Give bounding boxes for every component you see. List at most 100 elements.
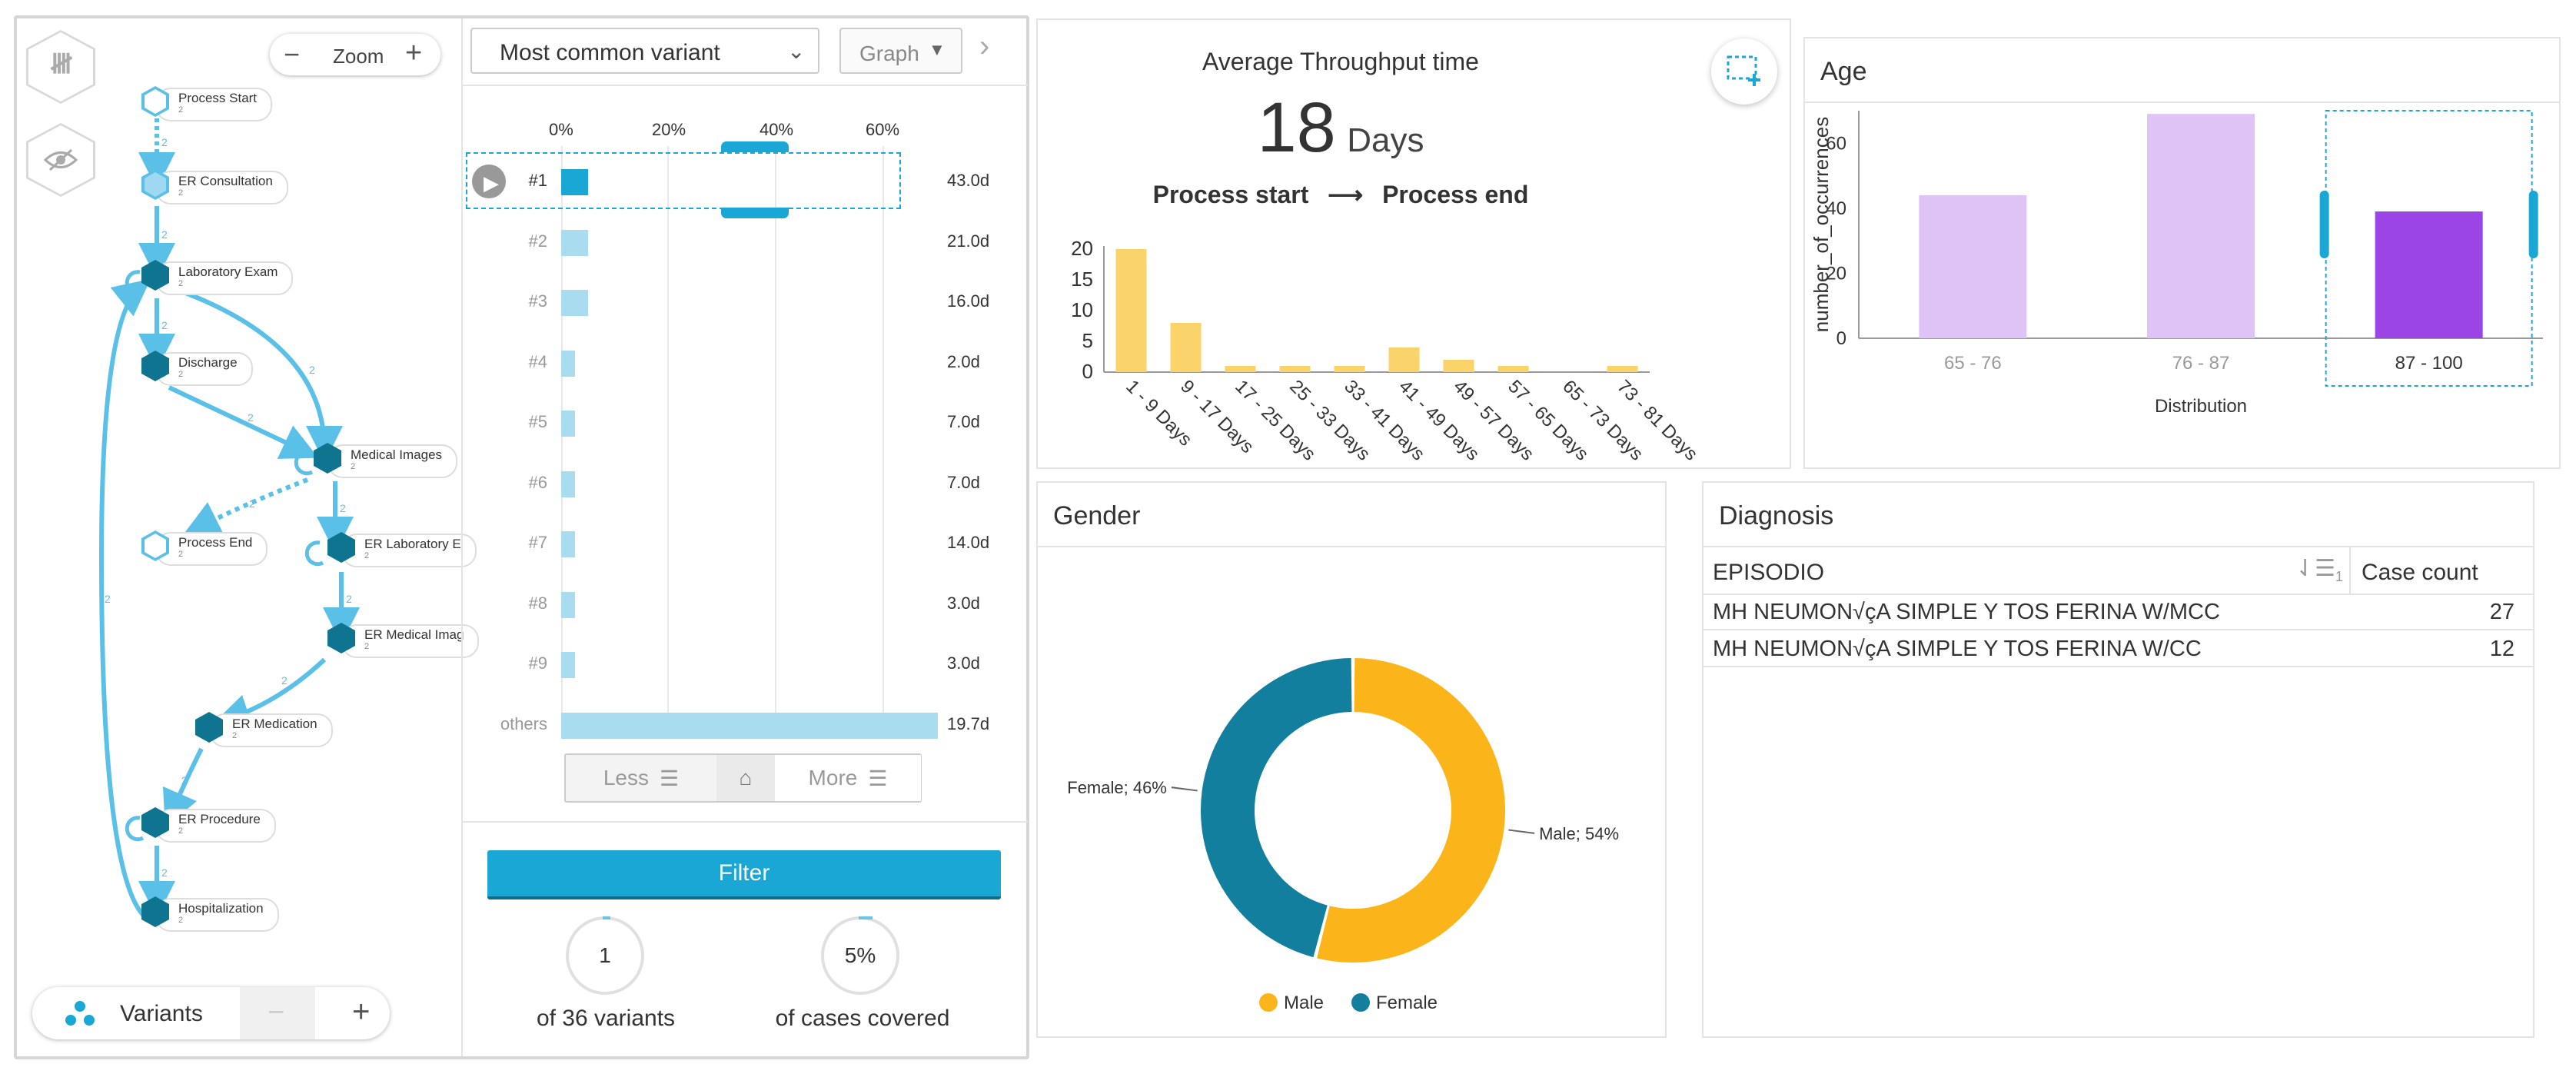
age-panel: Age 0 20 40 60 number_of_occurrences 65 - 76 7… xyxy=(1803,37,2561,469)
table-row[interactable]: MH NEUMON√çA SIMPLE Y TOS FERINA W/CC 12 xyxy=(1703,630,2533,667)
pie-slice[interactable] xyxy=(1201,658,1352,958)
edge-label: 2 xyxy=(309,364,315,376)
column-header-episodio[interactable]: EPISODIO xyxy=(1713,560,1825,585)
edge xyxy=(212,657,327,730)
brush-handle-right[interactable] xyxy=(2528,191,2538,258)
process-node-count: 2 xyxy=(178,105,184,115)
view-select[interactable]: Graph ▼ xyxy=(839,28,962,74)
variant-row[interactable]: #3 16.0d xyxy=(463,285,1028,321)
process-node-count: 2 xyxy=(178,550,184,559)
variant-row[interactable]: #7 14.0d xyxy=(463,527,1028,562)
zoom-out-button[interactable]: − xyxy=(284,38,301,70)
throughput-bar[interactable] xyxy=(1497,366,1529,372)
age-bar[interactable] xyxy=(2147,114,2255,338)
tally-button[interactable]: 𝍸 xyxy=(28,32,93,101)
throughput-bar[interactable] xyxy=(1115,249,1147,372)
variant-row[interactable]: #5 7.0d xyxy=(463,406,1028,441)
x-tick-label: 76 - 87 xyxy=(2172,353,2230,374)
throughput-bar[interactable] xyxy=(1388,347,1420,372)
throughput-bar[interactable] xyxy=(1170,323,1202,372)
tally-icon: 𝍸 xyxy=(50,47,72,79)
edge-label: 2 xyxy=(281,674,288,687)
cases-caption: of cases covered xyxy=(775,1006,950,1031)
diagnosis-name: MH NEUMON√çA SIMPLE Y TOS FERINA W/MCC xyxy=(1713,600,2220,624)
throughput-bar[interactable] xyxy=(1334,366,1365,372)
brush-handle-left[interactable] xyxy=(2319,191,2329,258)
variants-minus-button[interactable]: − xyxy=(268,996,285,1029)
variant-row[interactable]: #8 3.0d xyxy=(463,587,1028,623)
age-bar[interactable] xyxy=(1919,195,2027,338)
y-tick-label: 10 xyxy=(1071,298,1093,321)
variant-bar xyxy=(561,229,588,256)
play-button[interactable]: ▶ xyxy=(472,165,506,198)
visibility-button[interactable] xyxy=(28,125,93,195)
diagnosis-name: MH NEUMON√çA SIMPLE Y TOS FERINA W/CC xyxy=(1713,637,2202,661)
process-node-count: 2 xyxy=(178,279,184,288)
process-node-count: 2 xyxy=(178,188,184,198)
sort-less-icon: ☰ xyxy=(660,766,680,790)
variant-bar xyxy=(561,531,575,557)
zoom-in-button[interactable]: + xyxy=(405,37,423,69)
variant-row-value: 14.0d xyxy=(947,533,990,552)
throughput-route: Process start ⟶ Process end xyxy=(1038,180,1644,209)
less-button[interactable]: Less ☰ xyxy=(566,755,718,801)
variants-plus-button[interactable]: + xyxy=(352,995,371,1029)
process-map[interactable]: 𝍸 − Zoom + xyxy=(17,18,480,1056)
y-tick-label: 15 xyxy=(1071,268,1093,291)
throughput-bar[interactable] xyxy=(1607,366,1638,372)
variant-row[interactable]: #1 43.0d xyxy=(463,165,1028,200)
variant-dropdown[interactable]: Most common variant ⌄ xyxy=(470,28,819,74)
edge-label: 2 xyxy=(181,774,188,786)
variant-row[interactable]: #9 3.0d xyxy=(463,647,1028,683)
variant-row-label: #8 xyxy=(528,593,547,613)
column-header-case-count[interactable]: Case count xyxy=(2362,560,2478,585)
more-button[interactable]: More ☰ xyxy=(775,755,921,801)
edge-label: 2 xyxy=(161,136,168,148)
variants-control: Variants − + xyxy=(32,987,390,1039)
variant-bar xyxy=(561,169,588,195)
table-header: EPISODIO ⇃☰1 Case count xyxy=(1703,547,2533,595)
variant-row[interactable]: #6 7.0d xyxy=(463,467,1028,502)
sort-icon[interactable]: ⇃☰1 xyxy=(2295,556,2344,584)
zoom-label: Zoom xyxy=(333,45,384,68)
y-tick-label: 20 xyxy=(1071,237,1093,260)
variant-row-value: 19.7d xyxy=(947,713,990,733)
age-bar[interactable] xyxy=(2375,211,2483,338)
node-hexagon-icon xyxy=(327,623,355,653)
y-tick-label: 0 xyxy=(1082,360,1093,383)
variants-label: Variants xyxy=(120,1001,203,1026)
next-arrow-icon[interactable]: › xyxy=(979,29,990,63)
variant-row-label: #6 xyxy=(528,472,547,492)
variant-row[interactable]: #4 2.0d xyxy=(463,346,1028,381)
node-hexagon-icon xyxy=(195,712,223,743)
pie-slice[interactable] xyxy=(1317,658,1505,963)
process-node-label: Process End xyxy=(178,535,253,550)
process-node-label: Medical Images xyxy=(351,447,443,462)
legend-label[interactable]: Female xyxy=(1376,993,1438,1013)
variant-row-label: #1 xyxy=(528,171,547,190)
throughput-title: Average Throughput time xyxy=(1202,48,1479,75)
table-row[interactable]: MH NEUMON√çA SIMPLE Y TOS FERINA W/MCC 27 xyxy=(1703,594,2533,630)
throughput-bar[interactable] xyxy=(1225,366,1256,372)
add-selection-button[interactable] xyxy=(1711,38,1777,105)
legend-label[interactable]: Male xyxy=(1284,993,1324,1013)
brush-handle-top[interactable] xyxy=(721,141,789,152)
variant-selection[interactable] xyxy=(466,152,901,209)
process-node-label: ER Consultation xyxy=(178,174,273,188)
edge-label: 2 xyxy=(105,593,111,605)
variants-gauge-arc xyxy=(603,916,610,919)
x-axis-label: Distribution xyxy=(2155,396,2247,417)
variant-bar xyxy=(561,591,575,618)
home-button[interactable]: ⌂ xyxy=(716,755,776,801)
variant-row[interactable]: #2 21.0d xyxy=(463,225,1028,261)
throughput-bar[interactable] xyxy=(1443,360,1474,372)
throughput-value-row: 18 Days xyxy=(1038,88,1644,168)
brush-handle-bottom[interactable] xyxy=(721,208,789,218)
throughput-bar[interactable] xyxy=(1279,366,1311,372)
zoom-control: − Zoom + xyxy=(270,34,440,75)
arrow-right-icon: ⟶ xyxy=(1328,181,1364,208)
variant-bar xyxy=(561,652,575,678)
filter-button[interactable]: Filter xyxy=(487,850,1001,899)
variant-row[interactable]: others 19.7d xyxy=(463,708,1028,743)
play-icon: ▶ xyxy=(484,171,499,195)
